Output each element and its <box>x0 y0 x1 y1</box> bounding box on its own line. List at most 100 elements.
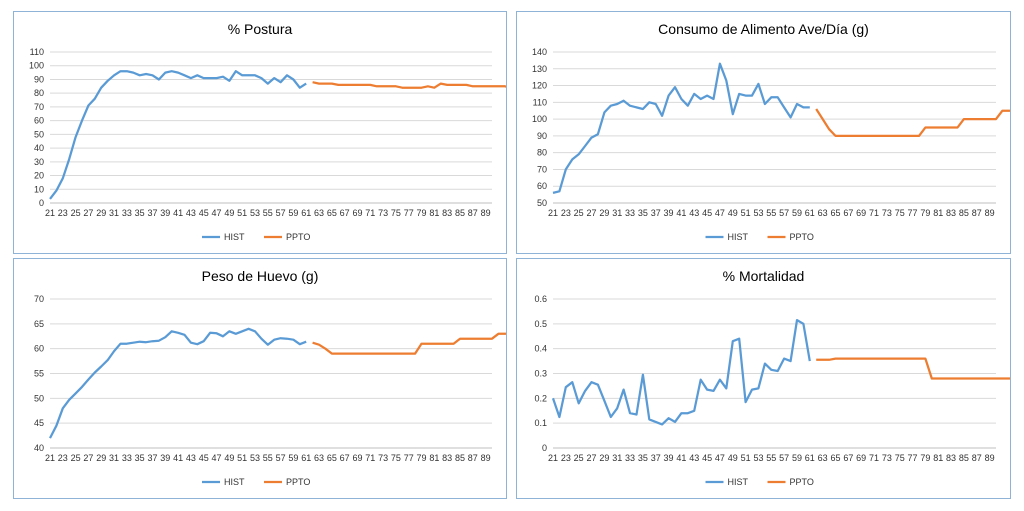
chart-panel-peso-huevo: Peso de Huevo (g) 40 45 50 55 60 65 70 21 23 25 27 2… <box>13 258 507 499</box>
x-tick-label: 21 <box>45 453 55 463</box>
x-tick-label: 69 <box>856 208 866 218</box>
x-tick-label: 63 <box>314 208 324 218</box>
x-tick-label: 25 <box>574 208 584 218</box>
x-tick-label: 65 <box>830 453 840 463</box>
x-tick-label: 25 <box>71 208 81 218</box>
x-tick-label: 59 <box>792 208 802 218</box>
x-tick-label: 63 <box>818 208 828 218</box>
chart-svg: % Postura 0 10 20 30 40 50 60 70 80 90 100 110 21 23 25… <box>29 21 506 242</box>
x-tick-label: 35 <box>135 453 145 463</box>
x-tick-label: 55 <box>766 453 776 463</box>
y-tick-label: 110 <box>533 97 547 107</box>
y-tick-label: 90 <box>34 74 44 84</box>
series-line-ppto <box>816 357 1010 380</box>
y-tick-label: 0.1 <box>534 418 547 428</box>
series-line-hist <box>49 70 307 200</box>
y-tick-label: 0.5 <box>534 319 547 329</box>
x-tick-label: 49 <box>224 453 234 463</box>
y-tick-label: 80 <box>537 148 547 158</box>
x-tick-label: 87 <box>972 453 982 463</box>
x-tick-label: 53 <box>250 208 260 218</box>
x-tick-label: 73 <box>882 208 892 218</box>
x-tick-label: 69 <box>352 453 362 463</box>
x-tick-label: 45 <box>702 453 712 463</box>
x-tick-label: 79 <box>417 208 427 218</box>
y-tick-label: 70 <box>34 102 44 112</box>
x-tick-label: 43 <box>186 453 196 463</box>
y-tick-label: 55 <box>34 369 44 379</box>
x-tick-label: 73 <box>378 453 388 463</box>
x-tick-label: 55 <box>766 208 776 218</box>
x-tick-label: 37 <box>147 208 157 218</box>
x-tick-label: 49 <box>728 453 738 463</box>
x-tick-label: 43 <box>689 208 699 218</box>
x-tick-label: 75 <box>895 453 905 463</box>
x-tick-label: 87 <box>468 208 478 218</box>
x-tick-label: 67 <box>340 453 350 463</box>
x-tick-label: 47 <box>715 453 725 463</box>
x-tick-label: 83 <box>946 453 956 463</box>
chart-title: % Postura <box>228 21 293 37</box>
x-tick-label: 79 <box>417 453 427 463</box>
chart-title: Peso de Huevo (g) <box>202 268 319 284</box>
y-tick-label: 0 <box>542 443 547 453</box>
y-tick-label: 40 <box>34 143 44 153</box>
x-tick-label: 55 <box>263 453 273 463</box>
chart-panel-mortalidad: % Mortalidad 0 0.1 0.2 0.3 0.4 0.5 0.6 21 23 25 27 2… <box>516 258 1011 499</box>
series-line-hist <box>551 318 811 426</box>
x-tick-label: 21 <box>45 208 55 218</box>
x-tick-label: 33 <box>625 208 635 218</box>
y-tick-label: 50 <box>537 198 547 208</box>
x-tick-label: 41 <box>173 208 183 218</box>
series-line-ppto <box>312 81 506 89</box>
x-tick-label: 69 <box>352 208 362 218</box>
x-tick-label: 49 <box>728 208 738 218</box>
x-tick-label: 81 <box>933 208 943 218</box>
x-tick-label: 57 <box>779 453 789 463</box>
x-tick-label: 29 <box>96 208 106 218</box>
x-tick-label: 39 <box>160 453 170 463</box>
x-tick-label: 47 <box>715 208 725 218</box>
x-tick-label: 43 <box>186 208 196 218</box>
x-tick-label: 47 <box>212 453 222 463</box>
x-tick-label: 51 <box>237 208 247 218</box>
x-tick-label: 39 <box>160 208 170 218</box>
x-tick-label: 21 <box>548 453 558 463</box>
x-tick-label: 73 <box>378 208 388 218</box>
x-tick-label: 29 <box>599 208 609 218</box>
y-tick-label: 100 <box>532 114 547 124</box>
x-tick-label: 71 <box>365 453 375 463</box>
x-tick-label: 57 <box>779 208 789 218</box>
x-tick-label: 41 <box>173 453 183 463</box>
y-tick-label: 45 <box>34 418 44 428</box>
y-tick-label: 0.6 <box>534 294 547 304</box>
x-tick-label: 63 <box>314 453 324 463</box>
x-tick-label: 77 <box>404 453 414 463</box>
legend-label-ppto: PPTO <box>286 477 310 487</box>
x-tick-label: 89 <box>985 453 995 463</box>
chart-panel-consumo: Consumo de Alimento Ave/Día (g) 50 60 70 80 9… <box>516 11 1011 254</box>
y-tick-label: 70 <box>34 294 44 304</box>
legend-label-ppto: PPTO <box>790 232 814 242</box>
x-tick-label: 89 <box>481 453 491 463</box>
y-tick-label: 130 <box>532 64 547 74</box>
x-tick-label: 27 <box>587 453 597 463</box>
x-tick-label: 39 <box>664 208 674 218</box>
x-tick-label: 31 <box>109 208 119 218</box>
x-tick-label: 43 <box>689 453 699 463</box>
x-tick-label: 23 <box>58 453 68 463</box>
y-tick-label: 65 <box>34 319 44 329</box>
x-tick-label: 83 <box>442 453 452 463</box>
chart-svg: Peso de Huevo (g) 40 45 50 55 60 65 70 21 23 25 27 2… <box>34 268 506 487</box>
y-tick-label: 30 <box>34 157 44 167</box>
x-tick-label: 87 <box>468 453 478 463</box>
x-tick-label: 21 <box>548 208 558 218</box>
x-tick-label: 35 <box>638 208 648 218</box>
y-tick-label: 70 <box>537 164 547 174</box>
x-tick-label: 41 <box>676 208 686 218</box>
x-tick-label: 47 <box>212 208 222 218</box>
x-tick-label: 81 <box>933 453 943 463</box>
x-tick-label: 35 <box>135 208 145 218</box>
x-tick-label: 37 <box>651 453 661 463</box>
x-tick-label: 87 <box>972 208 982 218</box>
